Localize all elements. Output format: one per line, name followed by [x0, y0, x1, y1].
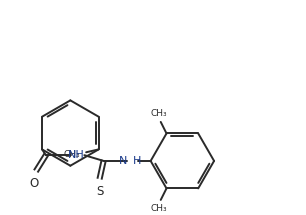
Text: NH: NH [68, 150, 85, 160]
Text: H: H [133, 156, 142, 166]
Text: O: O [30, 177, 39, 190]
Text: CH₃: CH₃ [151, 204, 167, 213]
Text: S: S [96, 185, 103, 198]
Text: CH₃: CH₃ [151, 109, 167, 118]
Text: N: N [119, 156, 128, 166]
Text: CH₃: CH₃ [64, 150, 80, 159]
